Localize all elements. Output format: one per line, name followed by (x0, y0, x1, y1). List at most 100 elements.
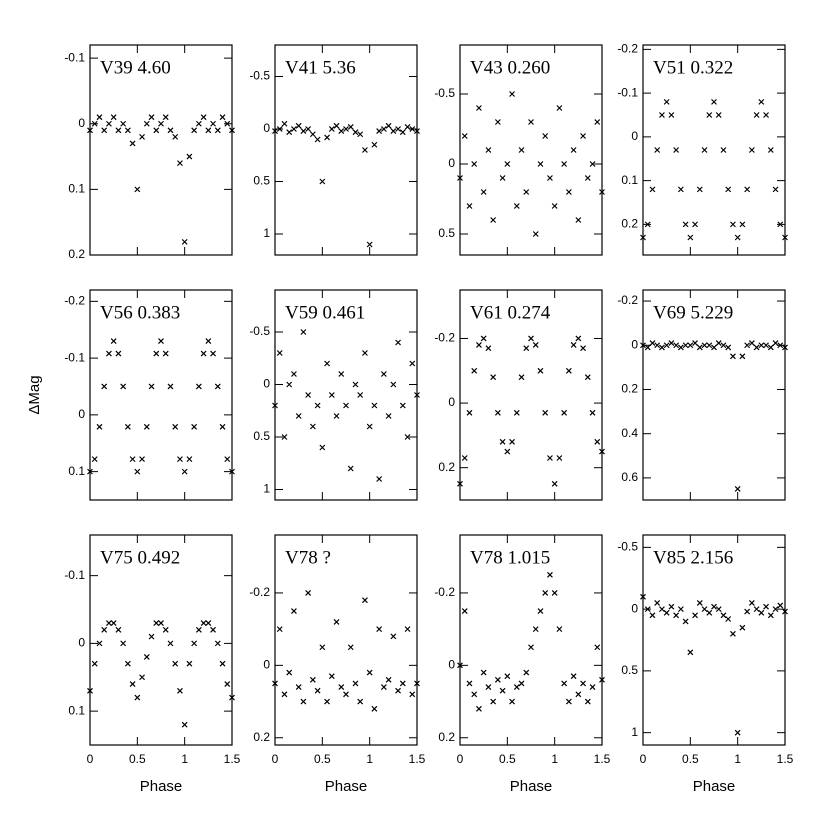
y-tick-label: 0.4 (621, 426, 638, 440)
panel-frame (459, 44, 603, 256)
point (177, 687, 183, 694)
point (167, 383, 174, 390)
point (376, 128, 383, 135)
x-tick-label: 1 (181, 752, 188, 766)
y-tick-label: 0 (78, 636, 85, 650)
point (490, 217, 497, 223)
point (744, 342, 751, 349)
point (414, 128, 420, 135)
point (333, 618, 340, 625)
y-tick-label: 0 (263, 658, 270, 672)
point (286, 129, 293, 136)
point (547, 175, 553, 181)
panel-frame (274, 44, 418, 256)
point (200, 114, 207, 121)
panel-frame (642, 289, 786, 501)
point (357, 131, 364, 138)
panel-frame (642, 44, 786, 256)
x-tick-label: 1.5 (777, 752, 794, 766)
y-tick-label: 0.5 (253, 174, 270, 188)
x-axis-label: Phase (510, 778, 553, 795)
point (640, 342, 646, 349)
point (371, 705, 378, 712)
point (162, 114, 169, 121)
point (561, 409, 568, 416)
point (362, 350, 368, 356)
point (134, 694, 141, 701)
x-tick-label: 0 (87, 752, 94, 766)
point (584, 698, 591, 705)
point (485, 147, 492, 153)
panel-title: V78 1.015 (470, 547, 550, 568)
point (528, 119, 534, 125)
point (649, 186, 656, 193)
point (390, 381, 397, 388)
point (276, 626, 283, 633)
panel-frame (459, 289, 603, 501)
point (139, 133, 145, 140)
point (347, 123, 354, 130)
point (682, 342, 689, 349)
point (214, 383, 221, 390)
point (129, 456, 136, 463)
point (706, 609, 713, 616)
point (739, 624, 746, 631)
y-tick-label: 0.5 (438, 226, 455, 240)
y-tick-label: 0 (78, 407, 85, 421)
y-tick-label: 1 (263, 226, 270, 240)
point (480, 335, 487, 342)
point (385, 413, 392, 419)
point (532, 231, 539, 237)
point (205, 338, 212, 345)
y-tick-label: -0.2 (434, 585, 455, 599)
point (570, 341, 577, 348)
point (682, 618, 689, 625)
point (682, 221, 689, 228)
point (158, 620, 164, 626)
point (376, 476, 383, 482)
point (177, 456, 183, 463)
y-tick-label: 0.2 (253, 730, 270, 744)
point (115, 127, 122, 134)
point (101, 383, 108, 390)
point (129, 681, 136, 687)
point (366, 241, 373, 248)
point (711, 98, 717, 105)
point (777, 342, 784, 349)
point (565, 189, 572, 195)
point (575, 335, 582, 342)
point (404, 123, 411, 130)
point (333, 122, 340, 129)
point (734, 729, 741, 736)
point (654, 342, 661, 349)
point (110, 114, 117, 121)
y-axis-label: ΔMag (26, 375, 43, 414)
point (371, 141, 378, 148)
point (494, 676, 501, 683)
x-tick-label: 1 (366, 752, 373, 766)
point (314, 136, 321, 143)
y-tick-label: 0 (631, 129, 638, 143)
point (158, 338, 164, 345)
point (748, 600, 755, 606)
x-axis-label: Phase (325, 778, 368, 795)
point (399, 129, 406, 136)
y-tick-label: 0.5 (253, 429, 270, 443)
point (158, 120, 164, 127)
point (134, 186, 141, 193)
point (143, 120, 150, 127)
point (644, 344, 651, 351)
point (153, 620, 160, 626)
point (758, 342, 765, 349)
point (782, 234, 788, 241)
point (324, 134, 330, 141)
point (471, 161, 478, 167)
point (551, 590, 558, 596)
point (186, 660, 193, 667)
point (338, 684, 345, 690)
point (725, 616, 732, 622)
point (414, 392, 420, 398)
panel-frame (89, 534, 233, 746)
point (528, 335, 534, 342)
point (654, 147, 661, 153)
